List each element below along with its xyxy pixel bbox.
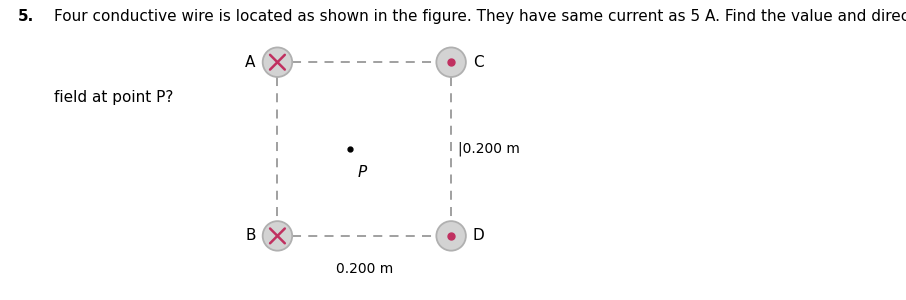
Circle shape — [263, 47, 293, 77]
Text: D: D — [473, 228, 485, 243]
Text: 0.200 m: 0.200 m — [335, 262, 393, 276]
Text: C: C — [473, 55, 484, 70]
Text: field at point P?: field at point P? — [54, 90, 174, 105]
Circle shape — [437, 47, 466, 77]
Text: Four conductive wire is located as shown in the figure. They have same current a: Four conductive wire is located as shown… — [54, 9, 906, 24]
Circle shape — [437, 221, 466, 251]
Text: 5.: 5. — [18, 9, 34, 24]
Text: |0.200 m: |0.200 m — [458, 142, 520, 156]
Text: P: P — [357, 165, 367, 180]
Text: A: A — [246, 55, 255, 70]
Circle shape — [263, 221, 293, 251]
Text: B: B — [246, 228, 255, 243]
